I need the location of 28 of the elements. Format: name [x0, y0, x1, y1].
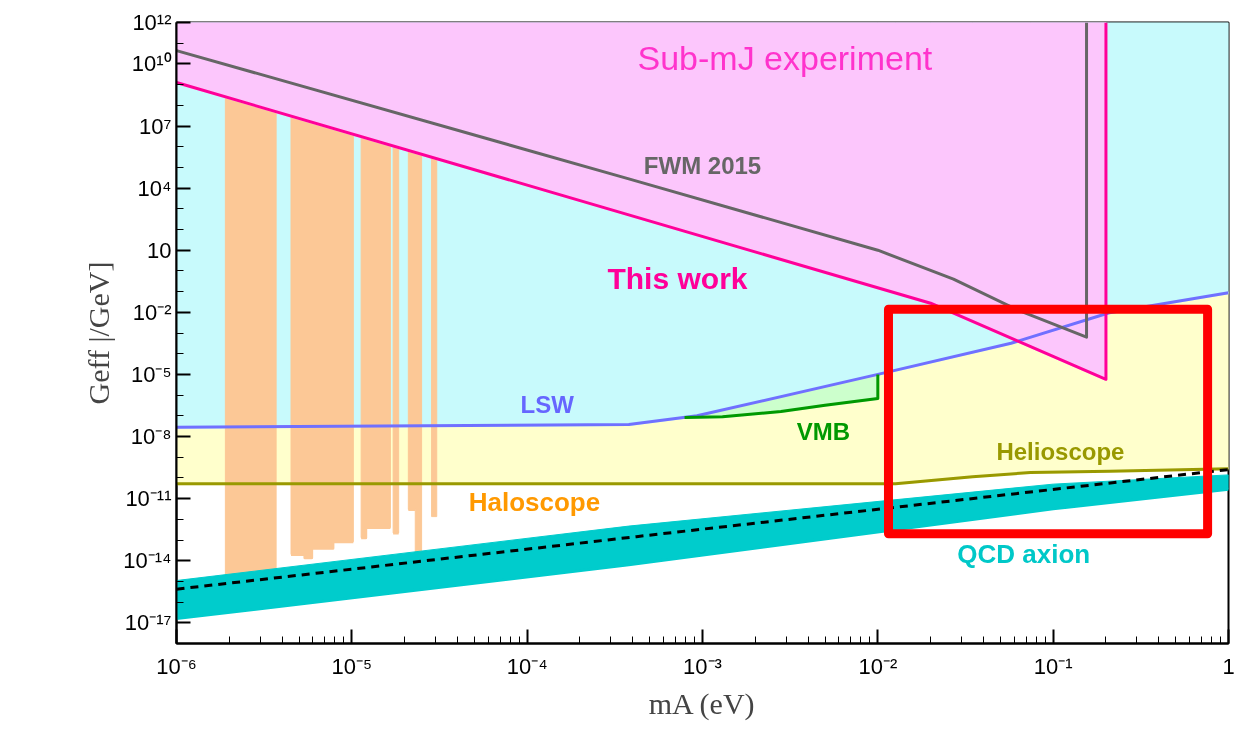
y-tick-label: 10¹⁰ — [131, 51, 172, 77]
x-axis-title: mA (eV) — [648, 686, 755, 721]
annotation: LSW — [520, 391, 575, 419]
annotation: Haloscope — [468, 486, 601, 517]
annotation: Sub-mJ experiment — [637, 38, 933, 77]
x-tick-label: 1 — [1222, 653, 1235, 679]
annotation: This work — [607, 261, 748, 295]
x-tick-label: 10⁻³ — [683, 653, 722, 679]
x-tick-label: 10⁻² — [858, 653, 898, 679]
annotation: QCD axion — [957, 539, 1091, 570]
annotation: FWM 2015 — [643, 152, 762, 180]
y-tick-label: 10⁴ — [137, 175, 172, 201]
y-axis-title: Geff |/GeV] — [82, 261, 116, 405]
y-tick-label: 10⁻¹¹ — [125, 486, 172, 512]
y-tick-label: 10 — [147, 237, 172, 263]
y-tick-label: 10⁻⁸ — [130, 424, 172, 449]
y-tick-label: 10⁷ — [139, 113, 172, 139]
y-tick-label: 10⁻¹⁷ — [124, 610, 172, 636]
x-tick-label: 10⁻⁴ — [506, 653, 548, 679]
annotation: Helioscope — [996, 437, 1125, 465]
x-tick-label: 10⁻⁵ — [331, 653, 373, 679]
annotation: VMB — [796, 418, 851, 446]
y-tick-label: 10¹² — [132, 10, 172, 35]
x-tick-label: 10⁻¹ — [1033, 653, 1073, 679]
y-tick-label: 10⁻⁵ — [130, 361, 172, 387]
y-tick-label: 10⁻² — [132, 299, 172, 325]
y-tick-label: 10⁻¹⁴ — [123, 548, 172, 574]
x-tick-label: 10⁻⁶ — [156, 653, 197, 679]
